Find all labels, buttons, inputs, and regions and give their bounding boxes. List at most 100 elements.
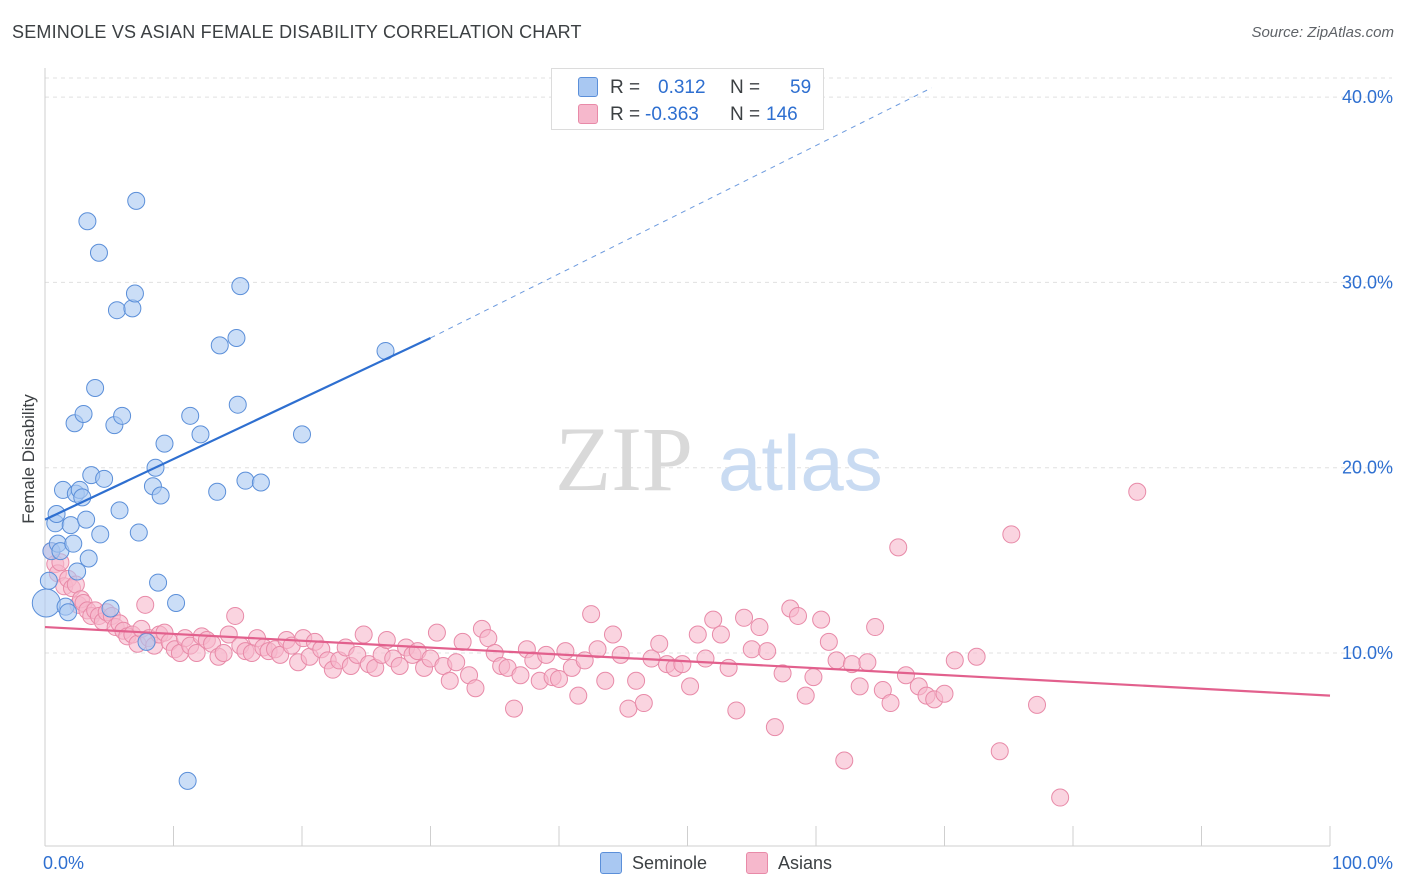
x-tick-label: 100.0%: [1332, 853, 1393, 873]
asians-point: [505, 699, 524, 718]
asians-point: [447, 653, 466, 672]
seminole-legend-swatch: [600, 852, 622, 874]
seminole-point: [210, 336, 229, 355]
asians-point: [582, 605, 601, 624]
asians-point: [765, 718, 784, 737]
seminole-point: [31, 588, 61, 618]
x-tick-label: 0.0%: [43, 853, 84, 873]
asians-point: [858, 653, 877, 672]
seminole-point: [251, 473, 270, 492]
source-label: Source: ZipAtlas.com: [1251, 24, 1394, 41]
seminole-point: [227, 328, 246, 347]
seminole-point: [89, 243, 108, 262]
n-label: N =: [730, 104, 761, 125]
asians-point: [214, 644, 233, 662]
trend-lines: [44, 87, 1331, 697]
asians-point: [719, 658, 738, 677]
seminole-point: [127, 191, 146, 210]
seminole-point: [86, 379, 105, 398]
asians-point: [650, 634, 669, 653]
chart-title: SEMINOLE VS ASIAN FEMALE DISABILITY CORR…: [12, 22, 582, 42]
seminole-point: [231, 277, 250, 296]
asians-point: [967, 647, 986, 666]
asians-point: [835, 751, 854, 770]
asians-point: [773, 664, 792, 683]
y-axis-title: Female Disability: [19, 394, 38, 524]
watermark: ZIP atlas: [555, 408, 883, 510]
asians-point: [711, 625, 730, 644]
asians-point: [742, 640, 761, 659]
r-value: 0.312: [658, 77, 706, 98]
asians-point: [704, 610, 723, 629]
asians-point: [556, 642, 575, 661]
seminole-point: [236, 471, 255, 490]
n-value: 146: [766, 104, 798, 125]
seminole-trend-extension: [430, 87, 932, 339]
seminole-point: [155, 434, 174, 453]
asians-point: [550, 669, 568, 688]
watermark-zip: ZIP: [555, 408, 693, 510]
asians-point: [990, 742, 1009, 761]
seminole-point: [149, 573, 168, 592]
y-tick-label: 30.0%: [1342, 272, 1393, 292]
n-label: N =: [730, 77, 761, 98]
asians-point: [136, 595, 155, 614]
seminole-point: [125, 284, 144, 303]
asians-point: [673, 655, 692, 674]
seminole-point: [59, 603, 78, 622]
stats-row-seminole: R = 0.312 N = 59: [552, 75, 823, 101]
seminole-swatch: [578, 77, 598, 97]
asians-point: [603, 625, 622, 644]
asians-point: [758, 642, 777, 661]
n-value: 59: [790, 77, 812, 98]
seminole-point: [293, 425, 311, 444]
asians-point: [427, 623, 446, 642]
seminole-point: [79, 549, 98, 568]
asians-point: [789, 606, 808, 625]
asians-legend-swatch: [746, 852, 768, 874]
seminole-point: [129, 523, 148, 542]
asians-point: [187, 644, 206, 662]
asians-point: [1028, 695, 1047, 714]
asians-point: [804, 668, 823, 687]
seminole-point: [77, 510, 96, 529]
stats-row-asians: R = -0.363 N = 146: [552, 102, 823, 128]
legend-item-asians[interactable]: Asians: [746, 852, 832, 874]
asians-point: [1051, 788, 1070, 807]
legend-item-seminole[interactable]: Seminole: [600, 852, 707, 874]
seminole-point: [113, 406, 132, 425]
seminole-point: [110, 501, 129, 520]
bottom-legend: Seminole Asians: [0, 852, 1406, 878]
seminole-point: [191, 425, 210, 444]
seminole-point: [151, 486, 170, 505]
asians-point: [681, 677, 700, 696]
seminole-point: [181, 406, 200, 425]
axis-layer: 10.0% 20.0% 30.0% 40.0% 0.0% 100.0%: [43, 68, 1393, 873]
legend-label-asians: Asians: [778, 852, 833, 873]
asians-point: [440, 671, 459, 690]
seminole-point: [123, 299, 142, 318]
seminole-point: [68, 562, 87, 581]
asians-point: [819, 632, 838, 651]
r-label: R =: [610, 77, 641, 98]
asians-point: [511, 666, 530, 685]
seminole-point: [208, 482, 227, 501]
stats-legend: R = 0.312 N = 59 R = -0.363 N = 146: [551, 68, 824, 130]
asians-points: [42, 482, 1147, 807]
asians-point: [827, 651, 846, 670]
asians-point: [611, 645, 630, 664]
watermark-atlas: atlas: [718, 419, 883, 507]
asians-point: [219, 625, 238, 644]
y-tick-label: 40.0%: [1342, 87, 1393, 107]
asians-point: [453, 632, 472, 651]
asians-trend-line: [44, 625, 1331, 697]
r-label: R =: [610, 104, 641, 125]
y-tick-label: 20.0%: [1342, 458, 1393, 478]
asians-point: [619, 699, 638, 718]
asians-point: [889, 538, 908, 557]
seminole-point: [228, 395, 247, 414]
seminole-point: [74, 404, 93, 423]
legend-label-seminole: Seminole: [632, 852, 708, 873]
asians-point: [896, 666, 915, 685]
